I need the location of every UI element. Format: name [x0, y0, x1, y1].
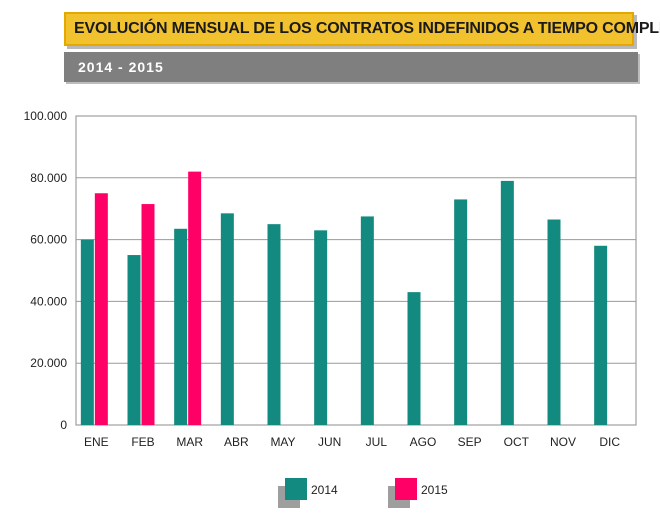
x-tick-label: DIC	[599, 435, 620, 449]
x-tick-label: NOV	[550, 435, 576, 449]
x-tick-label: MAR	[176, 435, 203, 449]
bar-2014-dic	[594, 245, 608, 425]
bar-2014-sep	[454, 199, 468, 425]
legend-label-2014: 2014	[311, 483, 338, 497]
bar-chart: 0 20.000 40.000 60.000 80.000 100.000 ENE FEB MA…	[24, 109, 637, 449]
axis-layer: 0 20.000 40.000 60.000 80.000 100.000 ENE FEB MA…	[24, 109, 621, 449]
bars-layer	[80, 171, 608, 425]
bar-2014-may	[267, 224, 281, 425]
y-tick-label: 0	[60, 418, 67, 432]
legend-swatch-2014	[285, 478, 307, 500]
y-tick-label: 20.000	[30, 356, 67, 370]
plot-frame	[75, 115, 637, 426]
grid-layer	[75, 115, 637, 426]
chart-subtitle: 2014 - 2015	[78, 59, 164, 75]
bar-2014-mar	[174, 228, 188, 425]
chart-title: EVOLUCIÓN MENSUAL DE LOS CONTRATOS INDEF…	[74, 20, 660, 37]
y-tick-label: 80.000	[30, 171, 67, 185]
bar-2014-nov	[547, 219, 561, 425]
bar-2014-ago	[407, 292, 421, 425]
legend-label-2015: 2015	[421, 483, 448, 497]
x-tick-label: SEP	[458, 435, 482, 449]
x-tick-label: JUL	[366, 435, 388, 449]
x-tick-label: AGO	[410, 435, 437, 449]
bar-2015-ene	[94, 193, 108, 425]
y-tick-label: 60.000	[30, 233, 67, 247]
bar-2014-abr	[220, 213, 234, 425]
y-tick-label: 100.000	[24, 109, 68, 123]
x-tick-label: ABR	[224, 435, 249, 449]
bar-2014-jun	[314, 230, 328, 425]
legend-swatch-2015	[395, 478, 417, 500]
y-tick-label: 40.000	[30, 294, 67, 308]
chart-subtitle-banner: 2014 - 2015	[64, 52, 638, 82]
x-tick-label: MAY	[270, 435, 295, 449]
x-tick-label: FEB	[131, 435, 154, 449]
chart-title-banner: EVOLUCIÓN MENSUAL DE LOS CONTRATOS INDEF…	[64, 12, 660, 46]
bar-2015-feb	[141, 204, 155, 425]
bar-2014-oct	[500, 180, 514, 425]
x-tick-label: OCT	[504, 435, 530, 449]
bar-2014-jul	[360, 216, 374, 425]
x-tick-label: JUN	[318, 435, 341, 449]
bar-2015-mar	[188, 171, 202, 425]
bar-2014-ene	[80, 239, 94, 425]
x-tick-label: ENE	[84, 435, 109, 449]
bar-2014-feb	[127, 255, 141, 425]
